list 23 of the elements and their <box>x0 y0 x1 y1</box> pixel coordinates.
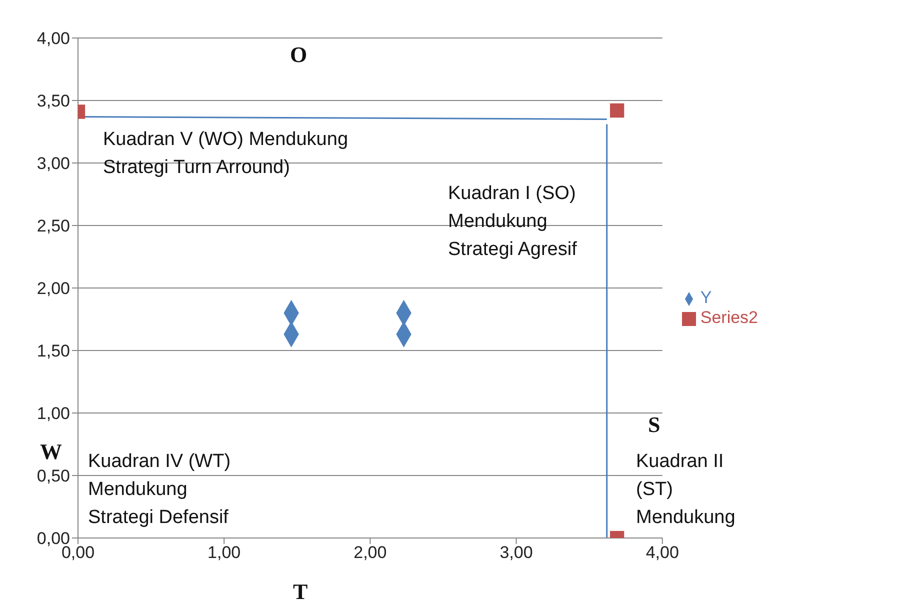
annotation: Kuadran II (ST) Mendukung <box>636 450 736 530</box>
annotation: S <box>648 412 660 437</box>
annotation: O <box>290 42 308 67</box>
y-tick-label: 0,50 <box>36 466 70 486</box>
legend-label: Series2 <box>700 308 758 327</box>
y-tick-label: 1,50 <box>36 342 70 361</box>
y-tick-label: 3,50 <box>36 92 70 111</box>
annotation: Kuadran IV (WT) Mendukung Strategi Defensif <box>88 450 232 530</box>
y-tick-label: 4,00 <box>36 29 70 48</box>
annotation: Kuadran V (WO) Mendukung Strategi Turn Arround) <box>103 128 350 180</box>
x-tick-label: 2,00 <box>354 543 387 562</box>
y-tick-label: 2,50 <box>36 216 70 236</box>
y-tick-label: 1,00 <box>36 404 70 424</box>
legend-label: Y <box>700 288 712 307</box>
x-tick-label: 0,00 <box>61 543 95 562</box>
y-tick-label: 3,00 <box>36 154 70 174</box>
x-tick-label: 1,00 <box>208 543 241 562</box>
annotation: Kuadran I (SO) Mendukung Strategi Agresif <box>448 182 578 262</box>
text: T <box>293 579 308 604</box>
x-tick-label: 4,00 <box>646 543 679 562</box>
text: W <box>40 439 62 464</box>
y-tick-label: 2,00 <box>36 279 70 298</box>
x-tick-label: 3,00 <box>500 543 533 562</box>
